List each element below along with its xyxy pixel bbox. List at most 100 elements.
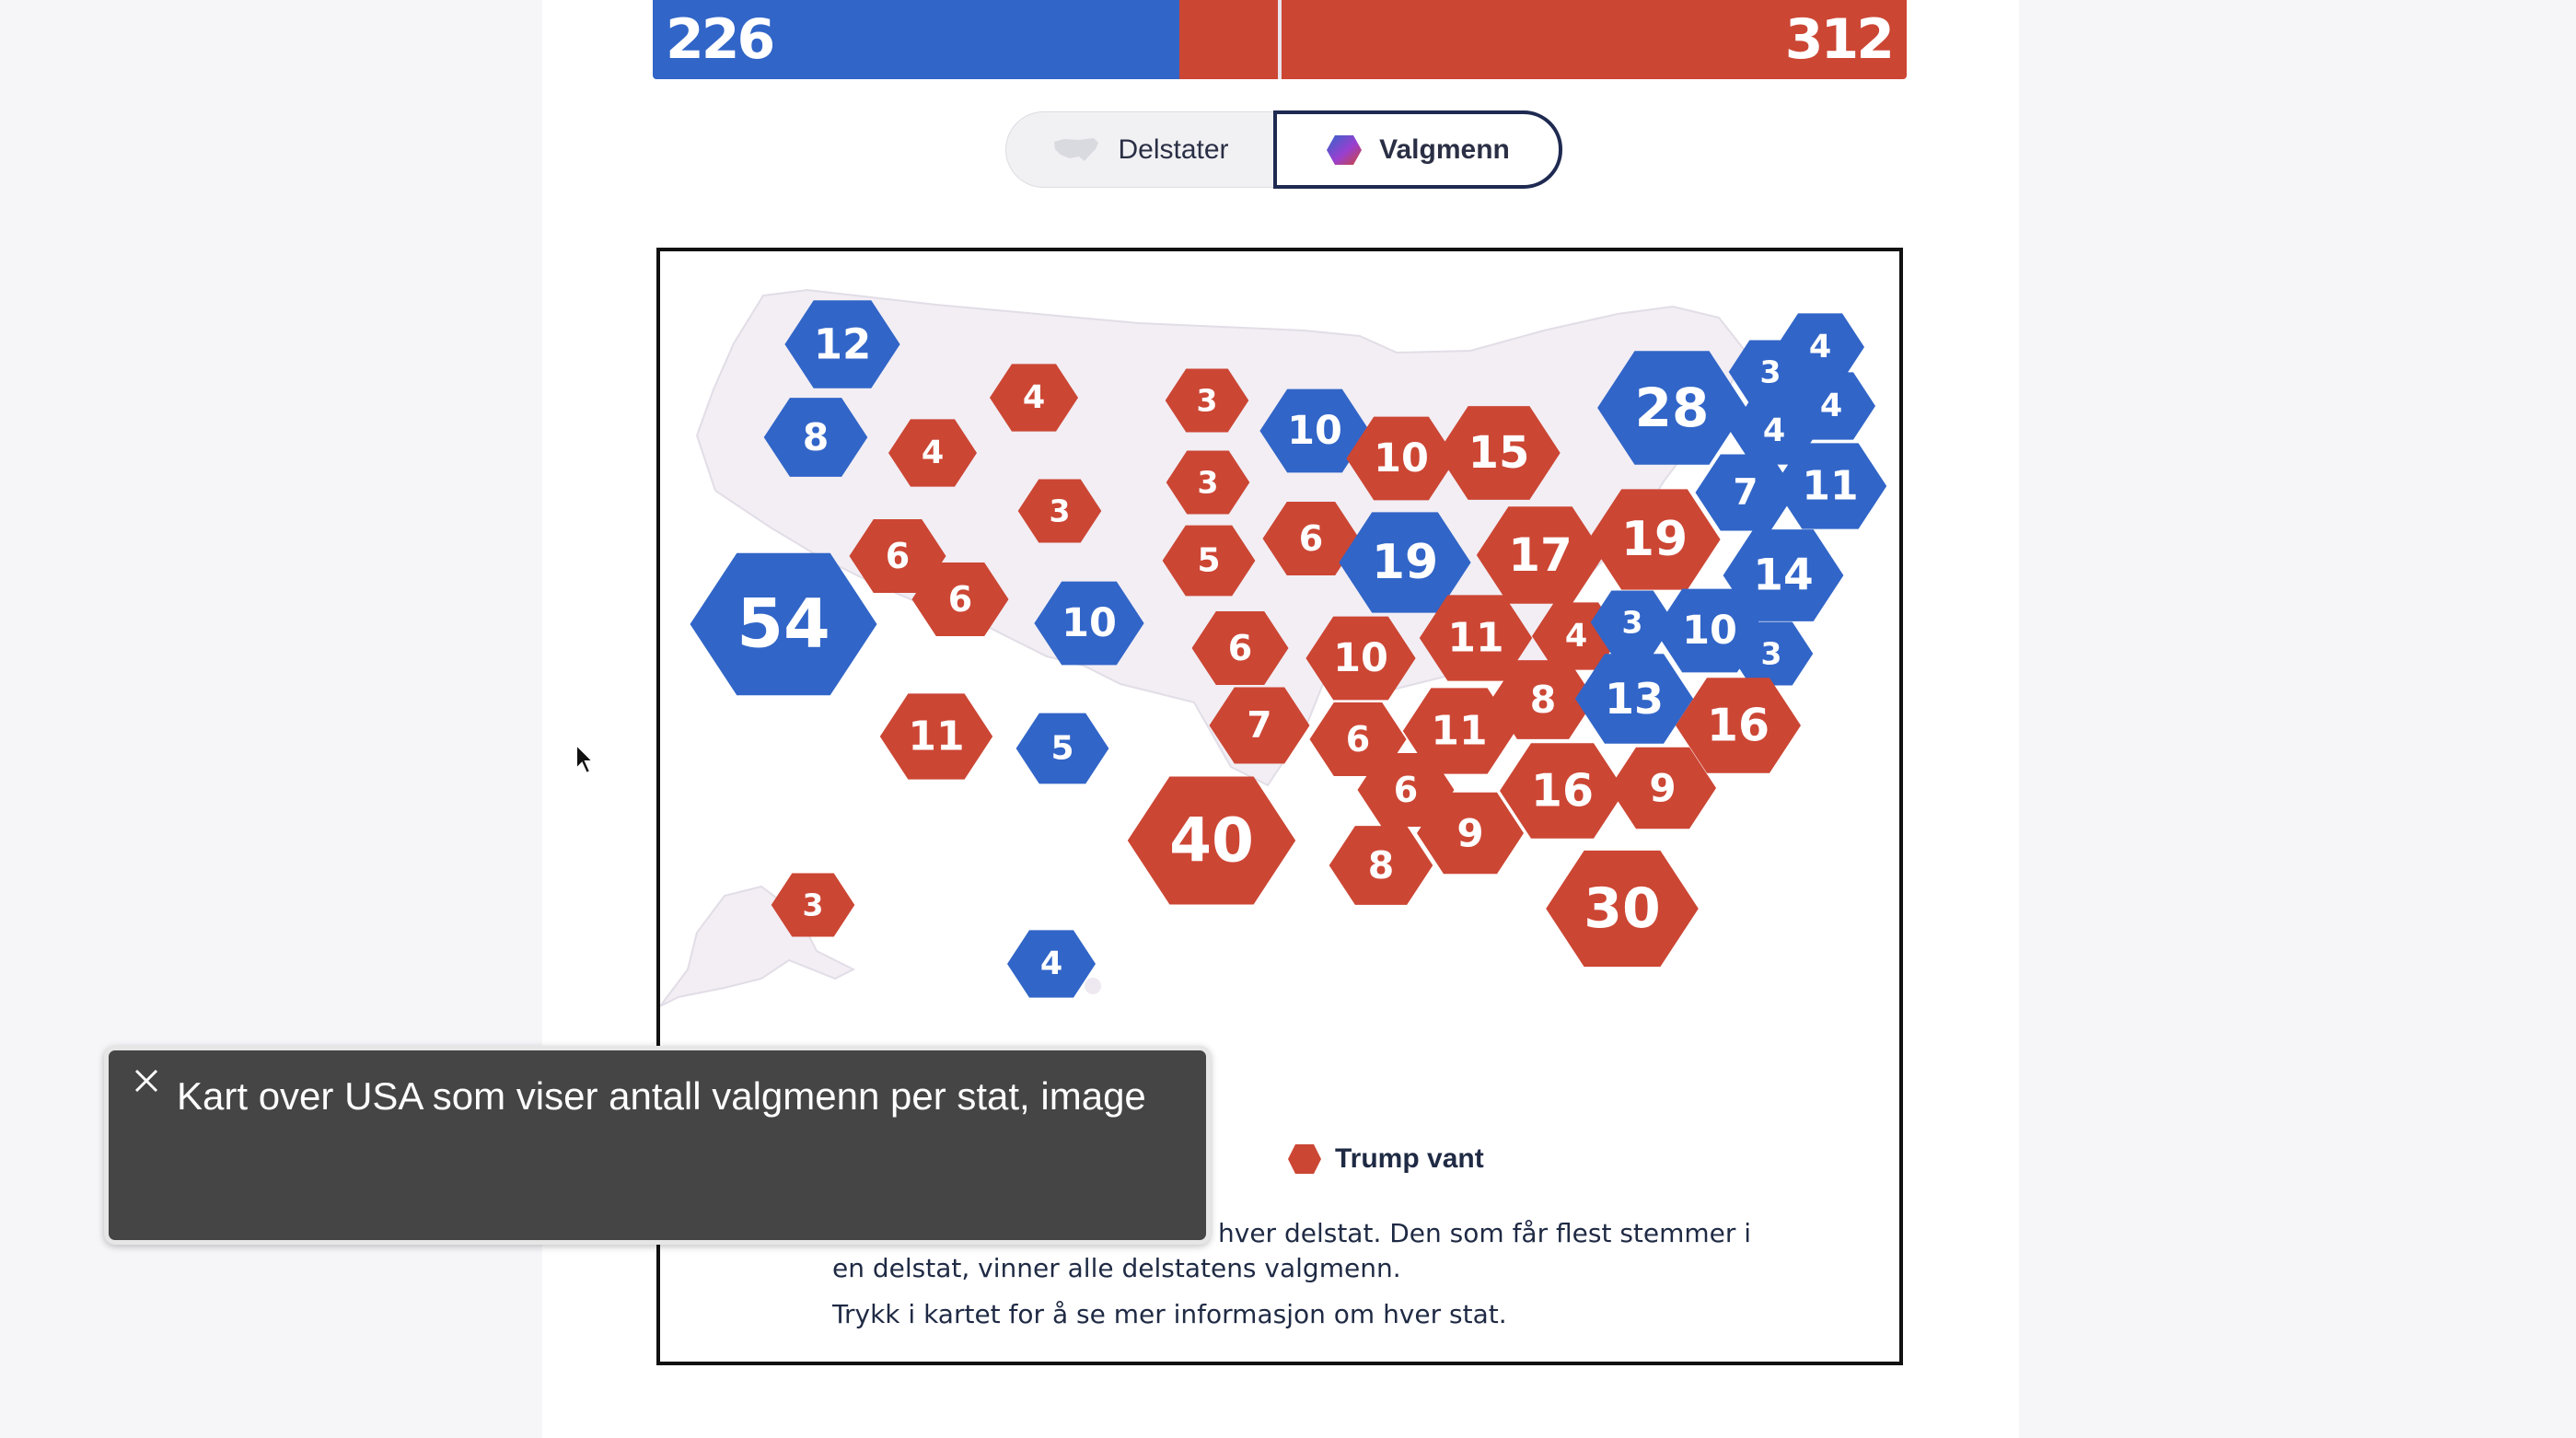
state-hexagon-nm[interactable]: 5	[1015, 713, 1109, 784]
state-hexagon-shape	[1259, 388, 1370, 473]
state-hexagon-il[interactable]: 19	[1339, 512, 1471, 613]
state-hexagon-ny[interactable]: 28	[1597, 351, 1746, 465]
state-electoral-votes-label: 8	[803, 415, 830, 459]
state-hexagon-tn[interactable]: 11	[1402, 688, 1516, 774]
state-hexagon-va[interactable]: 13	[1574, 654, 1694, 744]
state-hexagon-shape	[763, 398, 868, 477]
state-hexagon-id[interactable]: 4	[888, 419, 977, 487]
state-hexagon-la[interactable]: 8	[1329, 826, 1433, 905]
state-hexagon-shape	[1773, 443, 1887, 529]
state-hexagon-nc[interactable]: 16	[1676, 678, 1801, 773]
state-electoral-votes-label: 6	[1228, 628, 1252, 668]
state-hexagon-sd[interactable]: 3	[1166, 450, 1250, 515]
state-hexagon-shape	[1723, 529, 1844, 621]
state-hexagon-fl[interactable]: 30	[1546, 850, 1699, 968]
state-electoral-votes-label: 8	[1530, 678, 1557, 722]
state-hexagon-ky[interactable]: 8	[1491, 660, 1595, 739]
state-hexagon-ma[interactable]: 11	[1773, 443, 1887, 529]
state-hexagon-shape	[1305, 616, 1416, 701]
state-hexagon-hi[interactable]: 4	[1007, 930, 1096, 998]
state-hexagon-shape	[849, 519, 946, 593]
state-hexagon-shape	[1695, 454, 1796, 531]
state-hexagon-shape	[1329, 826, 1433, 905]
state-hexagon-ct[interactable]: 7	[1695, 454, 1796, 531]
state-hexagon-shape	[911, 562, 1009, 636]
state-hexagon-in[interactable]: 11	[1419, 595, 1533, 681]
state-hexagon-co[interactable]: 10	[1034, 581, 1144, 666]
state-electoral-votes-label: 13	[1605, 674, 1664, 724]
trump-legend-hexagon-icon	[1288, 1144, 1321, 1174]
state-hexagon-ga[interactable]: 16	[1500, 743, 1625, 839]
harris-vote-count: 226	[666, 7, 775, 72]
map-note-line-1: hver delstat. Den som får flest stemmer …	[1218, 1218, 1752, 1248]
state-hexagon-wy[interactable]: 3	[1017, 479, 1102, 543]
state-electoral-votes-label: 7	[1247, 705, 1271, 747]
close-icon[interactable]	[131, 1065, 162, 1096]
state-hexagon-shape	[1357, 753, 1455, 827]
state-electoral-votes-label: 6	[1346, 719, 1370, 760]
state-hexagon-ia[interactable]: 6	[1262, 502, 1360, 575]
electors-toggle-button[interactable]: Valgmenn	[1273, 110, 1562, 189]
state-hexagon-ri[interactable]: 4	[1730, 397, 1818, 465]
state-electoral-votes-label: 3	[1198, 465, 1219, 501]
state-hexagon-pa[interactable]: 19	[1588, 489, 1721, 590]
state-hexagon-shape	[1339, 512, 1471, 613]
state-hexagon-shape	[990, 364, 1078, 432]
state-hexagon-nv[interactable]: 6	[849, 519, 946, 593]
state-hexagon-shape	[1017, 479, 1102, 543]
state-hexagon-wi[interactable]: 10	[1346, 416, 1456, 501]
state-electoral-votes-label: 9	[1456, 811, 1483, 856]
state-electoral-votes-label: 4	[1023, 379, 1045, 416]
state-hexagon-shape	[1590, 590, 1675, 655]
state-hexagon-ms[interactable]: 6	[1357, 753, 1455, 827]
state-hexagon-mi[interactable]: 15	[1437, 406, 1561, 500]
state-hexagon-mo[interactable]: 10	[1305, 616, 1416, 701]
state-hexagon-ok[interactable]: 7	[1209, 687, 1310, 764]
state-electoral-votes-label: 4	[1809, 329, 1831, 365]
state-hexagon-de[interactable]: 3	[1590, 590, 1675, 655]
state-hexagon-ca[interactable]: 54	[690, 552, 877, 696]
states-toggle-button[interactable]: Delstater	[1006, 112, 1274, 187]
state-hexagon-wa[interactable]: 12	[784, 300, 900, 388]
state-hexagon-dc[interactable]: 3	[1729, 621, 1814, 686]
state-hexagon-ne[interactable]: 5	[1162, 525, 1256, 597]
state-hexagon-az[interactable]: 11	[879, 693, 993, 780]
state-hexagon-or[interactable]: 8	[763, 398, 868, 477]
state-hexagon-shape	[1729, 621, 1814, 686]
state-hexagon-oh[interactable]: 17	[1476, 506, 1605, 604]
state-hexagon-shape	[1209, 687, 1310, 764]
state-hexagon-shape	[1437, 406, 1561, 500]
state-electoral-votes-label: 6	[1394, 770, 1418, 810]
state-hexagon-al[interactable]: 9	[1417, 792, 1524, 875]
image-caption-popup: Kart over USA som viser antall valgmenn …	[104, 1046, 1211, 1245]
state-hexagon-ut[interactable]: 6	[911, 562, 1009, 636]
state-hexagon-sc[interactable]: 9	[1609, 747, 1716, 829]
state-electoral-votes-label: 54	[737, 586, 830, 664]
state-hexagon-tx[interactable]: 40	[1127, 776, 1296, 905]
state-hexagon-me[interactable]: 4	[1776, 313, 1864, 381]
state-hexagon-ks[interactable]: 6	[1191, 611, 1289, 685]
state-electoral-votes-label: 30	[1584, 876, 1661, 941]
state-electoral-votes-label: 4	[922, 435, 944, 471]
state-electoral-votes-label: 11	[1802, 463, 1858, 510]
state-electoral-votes-label: 6	[948, 579, 972, 620]
state-hexagon-shape	[1262, 502, 1360, 575]
map-note-line-3: Trykk i kartet for å se mer informasjon …	[832, 1299, 1507, 1329]
state-hexagon-shape	[1588, 489, 1721, 590]
state-electoral-votes-label: 19	[1621, 512, 1688, 567]
state-electoral-votes-label: 6	[1299, 518, 1323, 559]
caption-text: Kart over USA som viser antall valgmenn …	[177, 1074, 1146, 1118]
state-electoral-votes-label: 3	[1760, 354, 1781, 390]
state-hexagon-nj[interactable]: 14	[1723, 529, 1844, 621]
state-electoral-votes-label: 3	[803, 887, 824, 923]
state-hexagon-nd[interactable]: 3	[1165, 368, 1249, 433]
state-hexagon-shape	[771, 873, 855, 937]
state-hexagon-mt[interactable]: 4	[990, 364, 1078, 432]
state-hexagon-ak[interactable]: 3	[771, 873, 855, 937]
state-electoral-votes-label: 28	[1635, 377, 1710, 439]
state-hexagon-shape	[1165, 368, 1249, 433]
state-hexagon-mn[interactable]: 10	[1259, 388, 1370, 473]
state-electoral-votes-label: 15	[1468, 427, 1530, 479]
state-hexagon-shape	[1476, 506, 1605, 604]
